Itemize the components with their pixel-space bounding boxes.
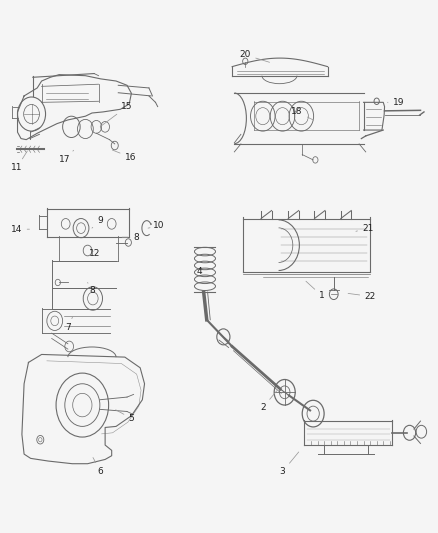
Text: 10: 10: [148, 222, 164, 230]
Text: 12: 12: [88, 248, 100, 257]
Text: 15: 15: [100, 102, 133, 127]
Text: 6: 6: [93, 457, 104, 476]
Text: 14: 14: [11, 225, 29, 233]
Text: 2: 2: [260, 391, 277, 412]
Text: 16: 16: [112, 150, 136, 161]
Text: 11: 11: [11, 151, 27, 172]
Text: 19: 19: [388, 98, 404, 107]
Text: 8: 8: [122, 233, 139, 241]
Text: 7: 7: [65, 317, 73, 332]
Text: 9: 9: [92, 216, 103, 228]
Text: 1: 1: [306, 281, 325, 300]
Text: 3: 3: [279, 452, 299, 476]
Text: 5: 5: [116, 410, 134, 423]
Text: 17: 17: [59, 150, 74, 164]
Text: 4: 4: [197, 261, 204, 276]
Text: 8: 8: [88, 282, 95, 295]
Text: 22: 22: [348, 292, 376, 301]
Text: 20: 20: [240, 51, 269, 62]
Text: 18: 18: [291, 108, 314, 120]
Text: 21: 21: [356, 224, 374, 232]
